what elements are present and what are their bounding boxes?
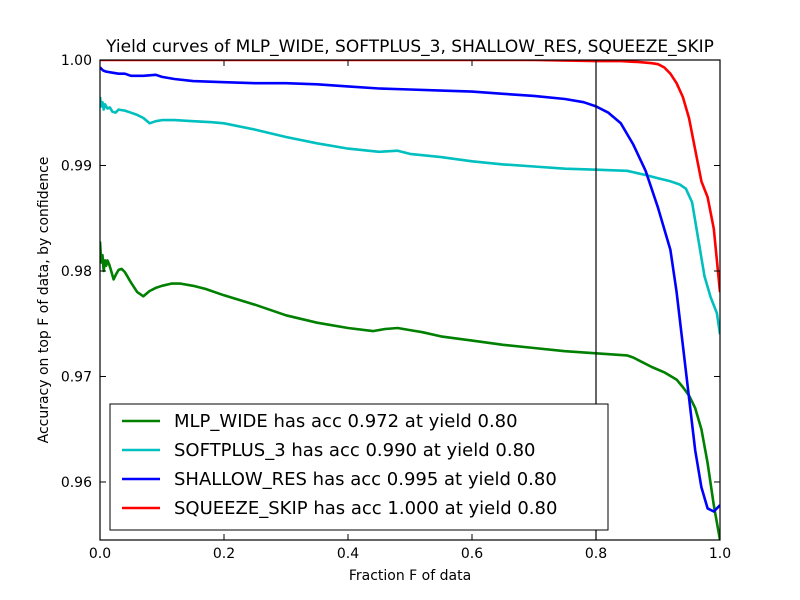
x-tick-label: 0.4: [337, 546, 359, 562]
y-tick-label: 1.00: [61, 53, 92, 69]
x-tick-label: 0.6: [461, 546, 483, 562]
x-axis-title: Fraction F of data: [349, 568, 471, 584]
y-tick-label: 0.98: [61, 264, 92, 280]
chart-legend: MLP_WIDE has acc 0.972 at yield 0.80 SOFT…: [110, 404, 608, 530]
legend-label-shallow-res: SHALLOW_RES has acc 0.995 at yield 0.80: [174, 469, 557, 490]
legend-label-mlp-wide: MLP_WIDE has acc 0.972 at yield 0.80: [174, 411, 518, 432]
series-line-squeeze-skip: [100, 60, 720, 292]
y-axis-title: Accuracy on top F of data, by confidence: [36, 157, 52, 444]
x-tick-label: 0.0: [89, 546, 111, 562]
x-tick-label: 1.0: [709, 546, 731, 562]
y-tick-label: 0.96: [61, 475, 92, 491]
legend-label-squeeze-skip: SQUEEZE_SKIP has acc 1.000 at yield 0.80: [174, 498, 557, 519]
y-tick-label: 0.97: [61, 369, 92, 385]
y-tick-label: 0.99: [61, 158, 92, 174]
x-tick-label: 0.2: [213, 546, 235, 562]
x-tick-label: 0.8: [585, 546, 607, 562]
chart-title: Yield curves of MLP_WIDE, SOFTPLUS_3, SH…: [105, 37, 714, 57]
legend-label-softplus-3: SOFTPLUS_3 has acc 0.990 at yield 0.80: [174, 440, 536, 461]
